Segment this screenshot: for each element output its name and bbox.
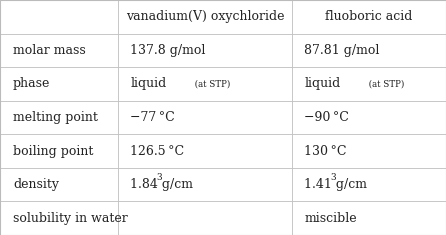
Bar	[118, 0, 292, 34]
Text: liquid: liquid	[130, 77, 166, 90]
Bar	[292, 134, 446, 168]
Bar	[0, 67, 118, 101]
Text: (at STP): (at STP)	[192, 79, 231, 88]
Text: 3: 3	[157, 173, 162, 182]
Text: 1.41 g/cm: 1.41 g/cm	[304, 178, 367, 191]
Text: 137.8 g/mol: 137.8 g/mol	[130, 44, 206, 57]
Text: melting point: melting point	[13, 111, 98, 124]
Text: −77 °C: −77 °C	[130, 111, 175, 124]
Bar	[0, 34, 118, 67]
Bar	[292, 0, 446, 34]
Bar	[0, 134, 118, 168]
Bar	[118, 201, 292, 235]
Bar	[292, 34, 446, 67]
Text: 1.84 g/cm: 1.84 g/cm	[130, 178, 193, 191]
Text: 87.81 g/mol: 87.81 g/mol	[304, 44, 380, 57]
Text: vanadium(V) oxychloride: vanadium(V) oxychloride	[126, 10, 285, 23]
Bar	[118, 67, 292, 101]
Text: miscible: miscible	[304, 212, 357, 225]
Bar	[0, 0, 118, 34]
Text: 126.5 °C: 126.5 °C	[130, 145, 184, 158]
Bar	[118, 134, 292, 168]
Bar	[292, 101, 446, 134]
Text: 130 °C: 130 °C	[304, 145, 347, 158]
Text: fluoboric acid: fluoboric acid	[326, 10, 413, 23]
Bar	[0, 201, 118, 235]
Text: density: density	[13, 178, 59, 191]
Text: phase: phase	[13, 77, 50, 90]
Text: molar mass: molar mass	[13, 44, 86, 57]
Bar	[118, 34, 292, 67]
Bar	[292, 168, 446, 201]
Bar	[118, 101, 292, 134]
Text: −90 °C: −90 °C	[304, 111, 349, 124]
Bar	[118, 168, 292, 201]
Bar	[0, 168, 118, 201]
Text: solubility in water: solubility in water	[13, 212, 128, 225]
Text: 3: 3	[330, 173, 336, 182]
Bar	[0, 101, 118, 134]
Text: (at STP): (at STP)	[366, 79, 405, 88]
Bar	[292, 201, 446, 235]
Text: liquid: liquid	[304, 77, 340, 90]
Bar	[292, 67, 446, 101]
Text: boiling point: boiling point	[13, 145, 93, 158]
